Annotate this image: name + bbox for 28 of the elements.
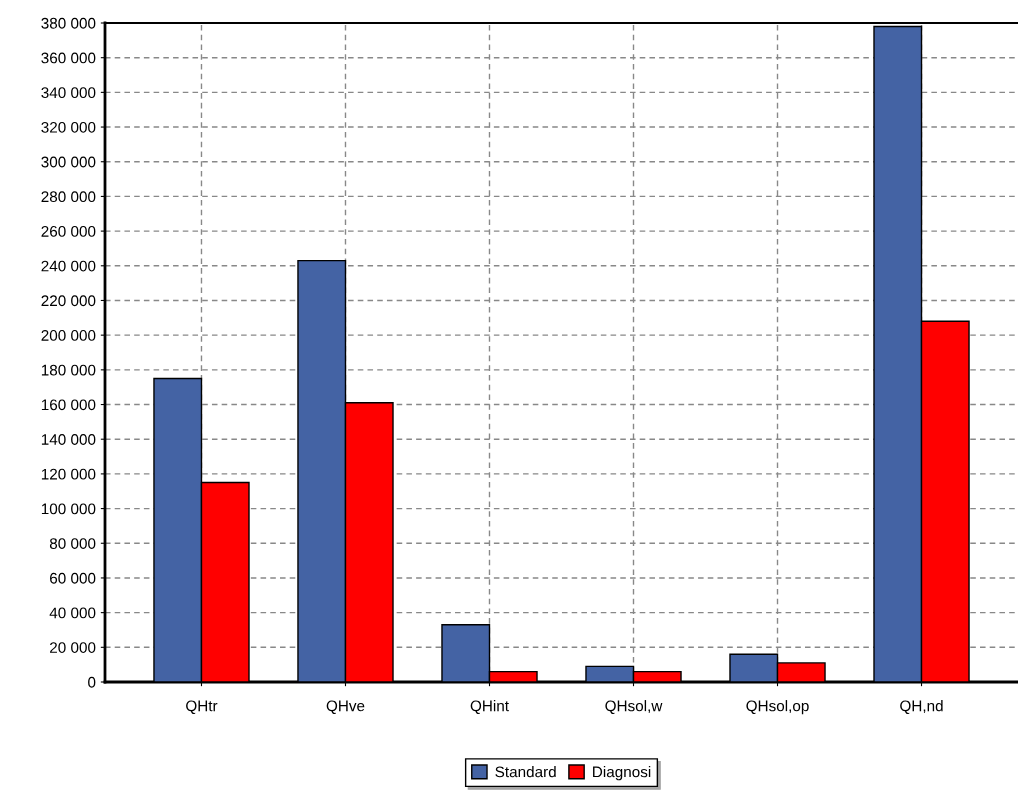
y-tick-label: 20 000 [50, 642, 96, 653]
y-tick-label: 300 000 [41, 156, 96, 168]
x-tick-label: QHsol,w [605, 700, 663, 715]
y-tick-label: 80 000 [49, 538, 96, 549]
y-tick-label: 220 000 [41, 295, 96, 307]
y-tick-label: 120 000 [41, 468, 96, 480]
y-tick-label: 60 000 [50, 572, 96, 584]
y-tick-label: 340 000 [41, 87, 96, 99]
y-tick-label: 260 000 [41, 225, 96, 237]
y-tick-label: 280 000 [41, 191, 96, 203]
y-tick-label: 360 000 [41, 52, 96, 64]
y-tick-label: 160 000 [41, 399, 96, 411]
x-tick-label: QHsol,op [746, 700, 809, 715]
y-tick-label: 40 000 [49, 607, 96, 619]
y-tick-label: 320 000 [41, 121, 96, 133]
x-tick-label: QHtr [186, 700, 218, 715]
y-tick-label: 380 000 [41, 17, 96, 29]
legend-label: Standard [495, 766, 556, 778]
x-tick-label: QH,nd [900, 700, 943, 715]
y-tick-label: 200 000 [41, 330, 96, 341]
y-tick-label: 100 000 [41, 503, 96, 515]
y-tick-label: 240 000 [41, 260, 96, 272]
y-tick-label: 0 [88, 676, 96, 688]
y-tick-label: 180 000 [41, 364, 96, 376]
legend-label: Diagnosi [593, 766, 651, 781]
y-tick-label: 140 000 [41, 434, 96, 445]
x-tick-label: QHint [470, 700, 509, 715]
x-tick-label: QHve [326, 700, 365, 715]
